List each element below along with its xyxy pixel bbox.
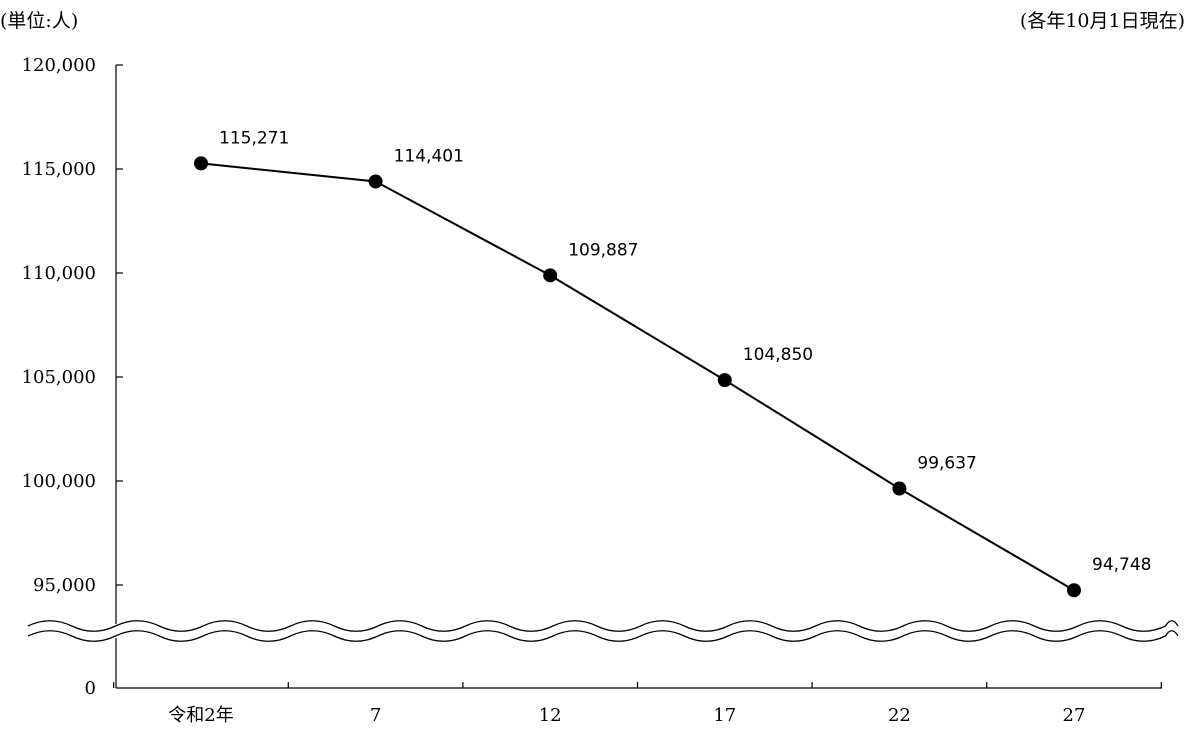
x-tick-label: 12 xyxy=(539,705,562,726)
data-label: 94,748 xyxy=(1092,555,1151,575)
data-point xyxy=(543,268,558,283)
data-point xyxy=(892,481,907,496)
data-point xyxy=(1067,583,1081,598)
y-tick-label: 110,000 xyxy=(22,263,96,284)
y-tick-label: 105,000 xyxy=(22,367,96,388)
x-tick-label: 22 xyxy=(888,705,911,726)
y-tick-label: 120,000 xyxy=(22,55,96,76)
data-point xyxy=(368,174,383,189)
y-tick-label: 100,000 xyxy=(22,471,96,492)
data-label: 99,637 xyxy=(917,454,976,474)
break-mask xyxy=(112,624,120,638)
date-note: (各年10月1日現在) xyxy=(1019,10,1185,32)
unit-label: (単位:人) xyxy=(0,10,79,32)
data-label: 114,401 xyxy=(394,146,464,166)
y-axis: 120,000 115,000 110,000 105,000 100,000 95,00… xyxy=(22,55,123,699)
data-label: 109,887 xyxy=(568,240,638,260)
data-label: 115,271 xyxy=(219,128,289,148)
x-tick-label: 7 xyxy=(370,705,381,726)
y-tick-label: 95,000 xyxy=(33,575,96,596)
data-label: 104,850 xyxy=(743,345,813,365)
series-line xyxy=(200,162,1075,592)
break-wave xyxy=(27,620,1179,642)
y-tick-label: 115,000 xyxy=(22,159,96,180)
y-tick-label: 0 xyxy=(85,678,96,699)
data-labels: 115,271 114,401 109,887 104,850 99,637 94,748 xyxy=(219,128,1151,575)
series xyxy=(194,156,1081,598)
data-point xyxy=(194,156,208,171)
axis-break xyxy=(27,620,1179,642)
x-axis: 令和2年 7 12 17 22 27 xyxy=(113,682,1162,726)
data-point xyxy=(717,373,732,388)
x-tick-label: 27 xyxy=(1063,705,1086,726)
x-tick-label: 令和2年 xyxy=(168,705,233,726)
x-tick-label: 17 xyxy=(713,705,736,726)
